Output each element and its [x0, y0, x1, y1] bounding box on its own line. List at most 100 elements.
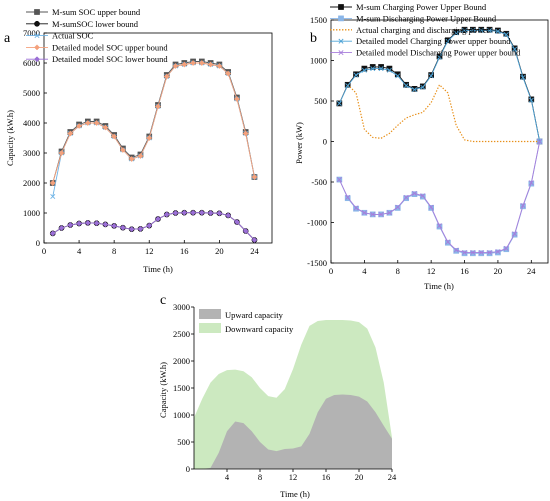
panel-a-series-4-point [251, 237, 258, 243]
panel-a-legend-marker [34, 20, 40, 27]
panel-a-legend-marker [34, 44, 40, 51]
panel-a-series-4-point [242, 228, 249, 234]
panel-a-series [49, 58, 258, 243]
panel-b-label: b [310, 31, 317, 46]
panel-b-series-3-point [478, 28, 484, 34]
panel-b-series [336, 26, 543, 257]
panel-a-series-3-point [155, 103, 161, 110]
panel-c-series [194, 319, 392, 469]
panel-b-series-1-point [486, 250, 493, 257]
panel-b-legend-marker [338, 38, 344, 44]
panel-b-series-4-line [338, 141, 541, 253]
panel-b-series-0-point [369, 64, 376, 70]
panel-b-ytick-label: 1500 [310, 15, 327, 25]
panel-a-ytick-label: 4000 [23, 118, 40, 128]
panel-b-series-3-point [495, 28, 501, 34]
panel-b-series-0-point [386, 65, 393, 72]
panel-b-series-4-point [528, 180, 534, 186]
panel-a-series-4-point [119, 224, 126, 231]
panel-b-series-0-point [419, 83, 426, 90]
panel-c-xlabel: Time (h) [280, 489, 310, 499]
panel-b-series-4-point [470, 249, 476, 255]
panel-a-series-3-point [207, 61, 214, 68]
panel-a-ytick-label: 5000 [23, 88, 40, 98]
panel-a-series-4-point [181, 209, 188, 216]
panel-c-xtick-label: 4 [225, 472, 230, 482]
panel-a-ytick-label: 0 [36, 238, 40, 248]
panel-b-series-4-point [345, 194, 351, 200]
panel-b-xtick-label: 12 [427, 266, 436, 276]
panel-a-xtick-label: 12 [145, 246, 154, 256]
panel-a-legend-label: Actual SOC [52, 31, 94, 41]
panel-b-xtick-label: 8 [396, 266, 400, 276]
panel-b-series-3-point [345, 83, 351, 89]
panel-c-legend-label: Downward capacity [225, 324, 294, 334]
panel-a-series-3-point [137, 153, 144, 159]
panel-b-series-1-line [338, 141, 541, 254]
panel-b-legend-marker [338, 4, 344, 10]
panel-c-ytick-label: 1000 [173, 410, 190, 420]
panel-a-series-3-point [251, 174, 258, 180]
panel-a-xtick-label: 16 [180, 246, 189, 256]
panel-b-series-3-point [528, 97, 534, 103]
panel-b-series-4-point [403, 194, 409, 200]
panel-a-series-4-point [128, 226, 135, 233]
panel-a-legend-marker [34, 9, 40, 15]
panel-a-series-4-point [198, 209, 205, 216]
panel-b-series-3-point [503, 32, 509, 38]
panel-a-ticks: 0 4 8 12 16 20 24 0 1000 2000 3000 4000 5000 6000 7000 [23, 28, 259, 256]
panel-b-series-4-point [520, 202, 526, 209]
panel-b-series-1-point [470, 250, 476, 257]
panel-a-series-4-point [233, 219, 240, 225]
panel-b-ytick-label: -1500 [307, 258, 327, 268]
panel-a-series-4-point [102, 221, 109, 228]
panel-b-series-1-point [353, 205, 359, 212]
panel-b-series-1-point [419, 193, 426, 200]
panel-b-series-4-point [478, 249, 484, 255]
panel-a-series-4-point [207, 210, 214, 216]
panel-a-series-4-point [76, 220, 83, 227]
panel-b-series-1-point [344, 195, 351, 202]
panel-b-series-4-point [370, 211, 376, 217]
panel-c-ticks: 4 8 12 16 20 24 0 500 1000 1500 2000 2500 3000 [173, 302, 397, 482]
panel-b-series-1-point [444, 239, 451, 246]
panel-b-ytick-label: 500 [314, 96, 327, 106]
panel-a-series-3-point [146, 135, 153, 141]
panel-a-series-4-line [52, 212, 255, 241]
panel-b-series-0-point [344, 81, 351, 88]
panel-b-series-4-point [420, 193, 426, 199]
panel-a-series-4-point [225, 212, 232, 219]
panel-a-ytick-label: 6000 [23, 58, 40, 68]
panel-a-series-3-point [84, 120, 91, 126]
panel-b-series-4-point [361, 210, 367, 216]
panel-b-ytick-label: -1000 [307, 218, 327, 228]
panel-a-ylabel: Capacity (kW.h) [5, 110, 15, 166]
panel-b-series-3-point [428, 73, 434, 79]
panel-b-legend-marker [338, 15, 344, 22]
panel-b-series-4-point [453, 247, 459, 253]
panel-b-series-0-point [470, 26, 476, 33]
panel-a-xtick-label: 20 [215, 246, 224, 256]
panel-b: b 0 4 8 12 16 20 24-1500-1000-500050010001500 … [294, 2, 549, 291]
panel-b-series-0-point [444, 37, 451, 44]
panel-a-xtick-label: 8 [112, 246, 116, 256]
panel-b-legend-label: Actual charging and discharging power [356, 25, 490, 35]
panel-b-legend-label: Detailed model Discharging Power upper b… [356, 48, 521, 58]
panel-a-series-3-point [163, 73, 170, 80]
panel-a-plot-frame [43, 32, 273, 244]
panel-b-ytick-label: -500 [311, 177, 327, 187]
panel-c-legend-label: Upward capacity [225, 310, 284, 320]
panel-b-series-3-point [487, 28, 493, 34]
panel-b-series-4-point [428, 204, 434, 210]
panel-b-xtick-label: 4 [362, 266, 367, 276]
panel-a-series-4-point [137, 225, 144, 232]
panel-b-series-4-point [336, 177, 342, 183]
panel-b-series-4-point [353, 205, 359, 211]
panel-b-series-4-point [462, 249, 468, 255]
panel-b-series-3-point [353, 72, 359, 78]
panel-a-ytick-label: 7000 [23, 28, 40, 38]
panel-b-series-4-point [436, 223, 443, 229]
panel-b-xtick-label: 0 [329, 266, 333, 276]
panel-a-xlabel: Time (h) [143, 264, 173, 274]
panel-a-series-3-point [119, 147, 126, 153]
